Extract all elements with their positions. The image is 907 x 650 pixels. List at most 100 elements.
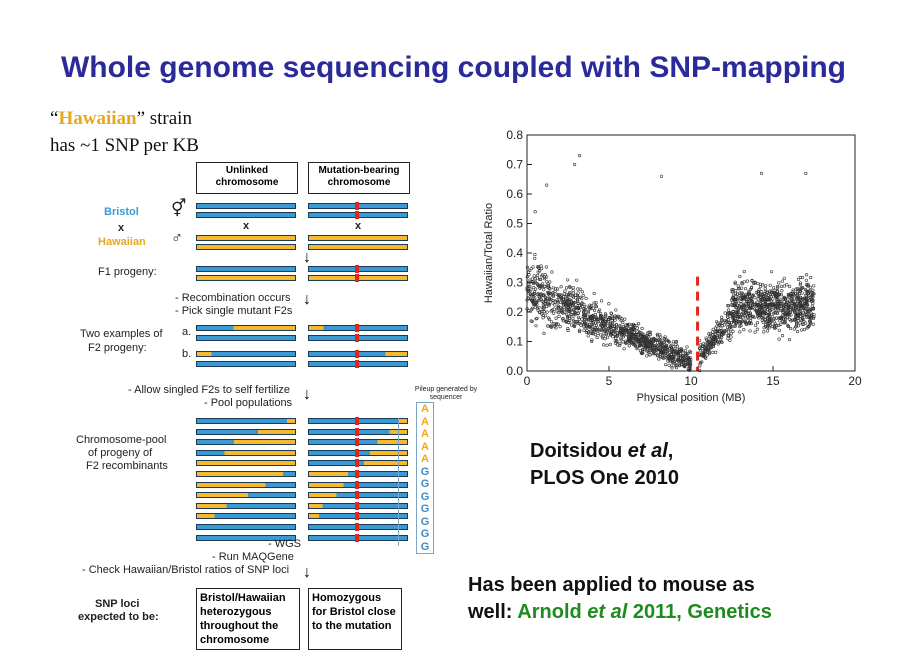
data-point: [667, 356, 671, 360]
data-point: [656, 334, 660, 338]
data-point: [748, 311, 752, 315]
data-point: [710, 340, 714, 344]
data-point: [662, 337, 667, 341]
data-point: [794, 314, 798, 318]
mutation-mark: [355, 350, 359, 358]
data-point: [739, 323, 743, 328]
chromosome-bar: [196, 492, 296, 499]
data-point: [683, 364, 687, 368]
data-point: [804, 278, 809, 282]
data-point: [601, 317, 605, 321]
data-point: [786, 324, 790, 328]
data-point: [770, 270, 774, 274]
data-point: [739, 320, 743, 324]
data-point: [627, 344, 631, 348]
data-point: [536, 299, 541, 303]
data-point: [574, 293, 578, 297]
data-point: [719, 339, 723, 344]
data-point: [648, 353, 652, 357]
data-point: [542, 277, 547, 281]
data-point: [582, 317, 587, 321]
data-point: [572, 324, 576, 328]
data-point: [760, 315, 764, 319]
data-point: [735, 310, 739, 314]
data-point: [799, 314, 803, 318]
data-point: [758, 293, 762, 297]
data-point: [626, 329, 630, 333]
data-point: [798, 281, 803, 285]
data-point: [559, 305, 563, 310]
data-point: [562, 305, 566, 310]
data-point: [763, 317, 768, 321]
data-point: [564, 319, 568, 323]
data-point: [556, 322, 560, 326]
step-wgs: - WGS: [268, 538, 301, 550]
data-point: [714, 332, 718, 336]
data-point: [602, 343, 606, 347]
data-point: [605, 343, 609, 347]
data-point: [779, 293, 783, 297]
data-point: [789, 301, 794, 306]
data-point: [552, 322, 556, 326]
data-point: [747, 306, 752, 310]
data-point: [711, 330, 715, 334]
data-point: [669, 345, 673, 350]
data-point: [772, 325, 776, 329]
pileup-base: G: [420, 478, 430, 490]
data-point: [733, 280, 737, 284]
data-point: [771, 318, 775, 322]
data-point: [635, 326, 639, 330]
data-point: [553, 303, 557, 307]
data-point: [735, 315, 739, 319]
data-point: [579, 302, 584, 306]
data-point: [687, 358, 691, 362]
down-arrow-icon: ↓: [303, 291, 311, 308]
data-point: [715, 329, 720, 333]
data-point: [576, 291, 580, 295]
data-point: [552, 311, 556, 315]
data-point: [604, 320, 608, 324]
data-point: [740, 297, 744, 302]
data-point: [631, 333, 635, 337]
data-point: [726, 337, 730, 341]
data-point: [729, 335, 733, 339]
data-point: [567, 314, 571, 319]
data-point: [704, 336, 708, 340]
data-point: [645, 349, 649, 353]
data-point: [736, 284, 740, 288]
data-point: [624, 323, 628, 327]
data-point: [634, 332, 638, 337]
data-point: [674, 366, 679, 370]
data-point: [812, 284, 816, 288]
data-point: [799, 300, 803, 304]
data-point: [742, 270, 746, 274]
data-point: [788, 317, 792, 321]
data-point: [753, 330, 757, 334]
data-point: [531, 293, 535, 297]
data-point: [687, 356, 691, 360]
data-point: [621, 320, 625, 325]
data-point: [755, 327, 760, 331]
data-point: [732, 317, 736, 321]
data-point: [671, 358, 675, 362]
data-point: [618, 342, 622, 346]
data-point: [558, 293, 562, 297]
data-point: [763, 322, 768, 327]
data-point: [618, 317, 622, 321]
chromosome-bar: [196, 471, 296, 477]
data-point: [608, 324, 613, 328]
data-point: [811, 302, 815, 306]
data-point: [798, 321, 802, 325]
data-point: [782, 276, 786, 280]
y-tick-label: 0.0: [506, 364, 523, 378]
data-point: [591, 332, 595, 336]
cross-x-mark: x: [355, 220, 362, 232]
data-point: [765, 290, 769, 294]
data-point: [793, 317, 797, 321]
data-point: [707, 346, 711, 350]
data-point: [624, 341, 628, 345]
data-point: [535, 302, 539, 306]
data-point: [764, 311, 768, 316]
data-point: [568, 305, 573, 309]
citation-author: Doitsidou: [530, 440, 628, 462]
